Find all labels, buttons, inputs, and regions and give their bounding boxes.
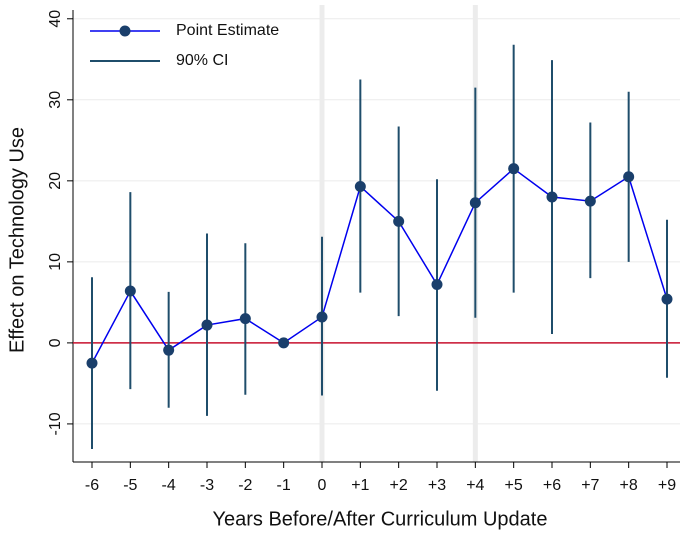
estimate-point	[469, 197, 481, 209]
x-tick-label: +2	[390, 477, 408, 494]
estimate-line	[91, 167, 668, 364]
x-tick-label: -6	[85, 477, 99, 494]
legend-label: 90% CI	[176, 52, 228, 69]
x-tick-label: -5	[123, 477, 137, 494]
y-tick-label: 0	[47, 338, 64, 347]
x-tick-label: +7	[581, 477, 599, 494]
x-tick-label: 0	[318, 477, 327, 494]
x-tick-label: -3	[200, 477, 214, 494]
x-tick-label: -2	[238, 477, 252, 494]
y-tick-label: 10	[47, 253, 64, 271]
x-tick-label: +8	[620, 477, 638, 494]
x-tick-label: +9	[658, 477, 676, 494]
x-tick-label: +4	[466, 477, 484, 494]
estimate-point	[623, 171, 635, 183]
x-axis-title: Years Before/After Curriculum Update	[213, 508, 548, 530]
legend-label: Point Estimate	[176, 22, 279, 39]
y-tick-label: 30	[47, 91, 64, 109]
estimate-point	[393, 215, 405, 227]
estimate-point	[163, 344, 175, 356]
estimate-point	[508, 163, 520, 175]
estimate-point	[278, 337, 290, 349]
estimate-point	[584, 195, 596, 207]
y-tick-label: 20	[47, 172, 64, 190]
y-axis-title: Effect on Technology Use	[6, 127, 28, 353]
x-tick-label: -1	[277, 477, 291, 494]
x-tick-label: +3	[428, 477, 446, 494]
y-tick-label: -10	[47, 412, 64, 435]
legend-marker	[119, 25, 131, 37]
estimate-point	[124, 285, 136, 297]
estimate-point	[661, 293, 673, 305]
estimate-point	[546, 191, 558, 203]
highlight-band	[319, 5, 325, 462]
estimate-point	[201, 319, 213, 331]
estimate-point	[316, 311, 328, 323]
x-tick-label: +1	[351, 477, 369, 494]
estimate-point	[354, 181, 366, 193]
x-tick-label: +6	[543, 477, 561, 494]
estimate-point	[239, 313, 251, 325]
x-tick-label: +5	[505, 477, 523, 494]
estimate-point	[431, 279, 443, 291]
estimate-point	[86, 357, 98, 369]
x-tick-label: -4	[162, 477, 176, 494]
y-tick-label: 40	[47, 10, 64, 28]
